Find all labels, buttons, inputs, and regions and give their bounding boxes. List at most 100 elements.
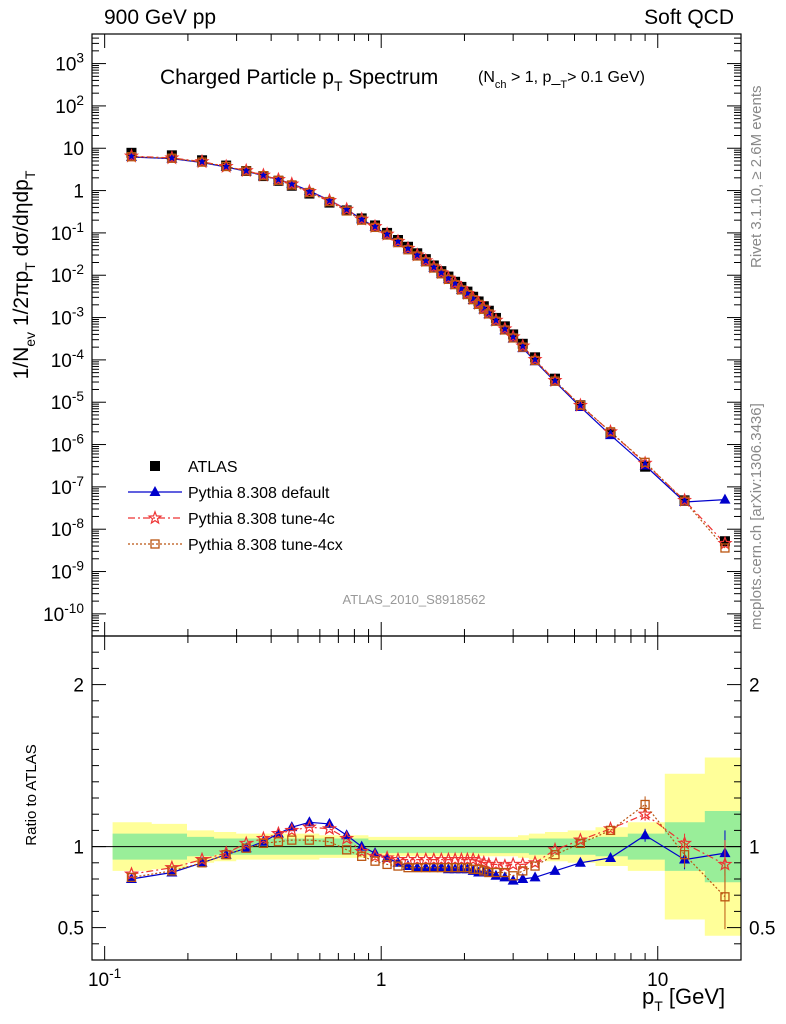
y-tick-label: 10-5	[51, 389, 85, 414]
mcplots-source-label: mcplots.cern.ch [arXiv:1306.3436]	[748, 403, 765, 630]
main-point-pythia-8-308-tune-4cx	[403, 245, 413, 255]
ratio-point-pythia-8-308-default	[639, 829, 651, 840]
ratio-point-pythia-8-308-default	[605, 851, 617, 862]
main-point-pythia-8-308-default	[719, 493, 731, 504]
ratio-point-pythia-8-308-tune-4c	[284, 822, 300, 837]
ratio-point-pythia-8-308-default	[428, 861, 440, 872]
ratio-point-pythia-8-308-tune-4cx	[393, 861, 403, 871]
ratio-y-tick-label: 1	[73, 838, 84, 859]
ratio-point-pythia-8-308-default	[490, 869, 502, 880]
legend-marker-pythia-8-308-default	[149, 486, 161, 496]
main-point-pythia-8-308-tune-4cx	[508, 333, 518, 343]
main-point-pythia-8-308-tune-4cx	[258, 171, 269, 181]
legend-marker-pythia-8-308-tune-4c	[147, 510, 163, 525]
ratio-point-pythia-8-308-tune-4cx	[456, 863, 467, 873]
y-tick-label: 10-9	[51, 559, 84, 584]
y-tick-label: 10-1	[51, 220, 84, 245]
ratio-point-pythia-8-308-tune-4cx	[436, 863, 446, 873]
ratio-point-pythia-8-308-tune-4c	[321, 820, 338, 836]
main-point-pythia-8-308-tune-4cx	[357, 215, 367, 225]
ratio-point-pythia-8-308-tune-4cx	[221, 850, 231, 860]
ratio-point-pythia-8-308-tune-4cx	[479, 866, 489, 876]
ratio-point-pythia-8-308-tune-4cx	[403, 863, 413, 873]
main-point-pythia-8-308-tune-4cx	[575, 400, 586, 410]
y-tick-label: 10-10	[43, 601, 84, 626]
ratio-y-tick-label-right: 0.5	[749, 919, 775, 940]
main-point-pythia-8-308-tune-4cx	[468, 294, 478, 305]
ratio-point-pythia-8-308-tune-4cx	[304, 835, 315, 845]
ratio-point-pythia-8-308-tune-4c	[301, 819, 317, 834]
main-line-pythia-8-308-default	[131, 156, 726, 503]
main-point-pythia-8-308-tune-4cx	[221, 161, 231, 172]
ratio-point-pythia-8-308-tune-4c	[367, 848, 383, 863]
ratio-point-pythia-8-308-tune-4cx	[605, 825, 616, 836]
ratio-point-pythia-8-308-tune-4cx	[443, 863, 454, 873]
ratio-plot-frame	[91, 635, 742, 961]
x-tick-label: 10-1	[88, 966, 121, 991]
ratio-point-pythia-8-308-tune-4cx	[462, 863, 473, 873]
ratio-point-pythia-8-308-tune-4cx	[550, 850, 560, 860]
main-point-pythia-8-308-tune-4cx	[304, 187, 315, 198]
main-point-atlas	[719, 536, 730, 547]
ratio-point-pythia-8-308-tune-4cx	[197, 858, 207, 868]
x-tick-label: 1	[376, 970, 387, 991]
main-point-pythia-8-308-tune-4cx	[287, 180, 297, 190]
main-point-pythia-8-308-tune-4cx	[720, 543, 730, 553]
y-tick-label: 102	[55, 93, 84, 118]
main-point-pythia-8-308-tune-4cx	[491, 316, 501, 326]
ratio-point-pythia-8-308-tune-4cx	[508, 871, 518, 881]
ratio-point-pythia-8-308-default	[574, 856, 586, 867]
main-point-pythia-8-308-tune-4cx	[273, 175, 284, 185]
ratio-point-pythia-8-308-tune-4cx	[382, 859, 392, 870]
ratio-point-pythia-8-308-tune-4c	[572, 832, 588, 847]
legend-label-pythia-8-308-tune-4c: Pythia 8.308 tune-4c	[188, 511, 335, 528]
main-point-pythia-8-308-tune-4cx	[500, 325, 510, 335]
main-point-pythia-8-308-tune-4c	[717, 535, 733, 550]
ratio-point-pythia-8-308-default	[420, 861, 432, 872]
main-point-pythia-8-308-tune-4cx	[393, 237, 403, 248]
ratio-point-pythia-8-308-tune-4c	[488, 856, 504, 871]
ratio-point-pythia-8-308-tune-4cx	[720, 892, 730, 902]
main-point-pythia-8-308-tune-4cx	[450, 279, 460, 290]
ratio-point-pythia-8-308-tune-4c	[637, 806, 653, 821]
ratio-y-axis-label: Ratio to ATLAS	[23, 744, 40, 845]
y-axis-label: 1/Nev 1/2πpT dσ/dηdpT	[10, 170, 38, 379]
ratio-point-pythia-8-308-tune-4cx	[370, 856, 380, 866]
main-point-pythia-8-308-tune-4cx	[412, 251, 422, 261]
chart-title: Charged Particle pT Spectrum	[160, 66, 438, 94]
ratio-point-pythia-8-308-tune-4cx	[640, 799, 650, 810]
ratio-point-pythia-8-308-default	[517, 873, 529, 883]
ratio-point-pythia-8-308-default	[125, 873, 137, 883]
legend-marker-atlas	[150, 461, 160, 471]
main-point-pythia-8-308-tune-4cx	[550, 376, 560, 386]
main-point-pythia-8-308-tune-4cx	[473, 299, 484, 310]
main-point-pythia-8-308-tune-4cx	[436, 269, 446, 279]
main-point-pythia-8-308-tune-4cx	[370, 222, 380, 233]
main-point-pythia-8-308-tune-4cx	[241, 166, 251, 176]
main-point-pythia-8-308-tune-4cx	[530, 355, 540, 366]
ratio-point-pythia-8-308-tune-4cx	[167, 866, 177, 876]
main-point-pythia-8-308-tune-4cx	[342, 206, 352, 216]
ratio-point-pythia-8-308-tune-4cx	[324, 837, 335, 847]
ratio-y-tick-label-right: 2	[749, 676, 760, 697]
legend-marker-pythia-8-308-tune-4cx	[150, 539, 160, 549]
ratio-point-pythia-8-308-tune-4cx	[473, 864, 484, 874]
main-point-pythia-8-308-tune-4cx	[382, 230, 392, 240]
ratio-point-pythia-8-308-tune-4c	[270, 825, 286, 841]
y-tick-label: 10-4	[51, 347, 85, 372]
main-point-pythia-8-308-tune-4cx	[443, 274, 454, 284]
chart-subtitle: (Nch > 1, p_T> 0.1 GeV)	[478, 69, 645, 91]
main-point-pythia-8-308-tune-4cx	[605, 427, 616, 437]
ratio-point-pythia-8-308-tune-4c	[505, 856, 521, 871]
y-tick-label: 10-8	[51, 516, 85, 541]
main-point-pythia-8-308-tune-4cx	[679, 496, 690, 506]
main-point-pythia-8-308-tune-4cx	[421, 257, 431, 267]
rivet-version-label: Rivet 3.1.10, ≥ 2.6M events	[748, 85, 765, 269]
analysis-id-label: ATLAS_2010_S8918562	[343, 592, 486, 607]
y-tick-label: 1	[73, 182, 84, 203]
legend-label-pythia-8-308-default: Pythia 8.308 default	[188, 485, 330, 502]
ratio-point-pythia-8-308-tune-4c	[547, 841, 563, 857]
ratio-y-tick-label-right: 1	[749, 838, 760, 859]
x-axis-label: pT [GeV]	[642, 984, 725, 1014]
y-tick-label: 10-2	[51, 262, 84, 287]
